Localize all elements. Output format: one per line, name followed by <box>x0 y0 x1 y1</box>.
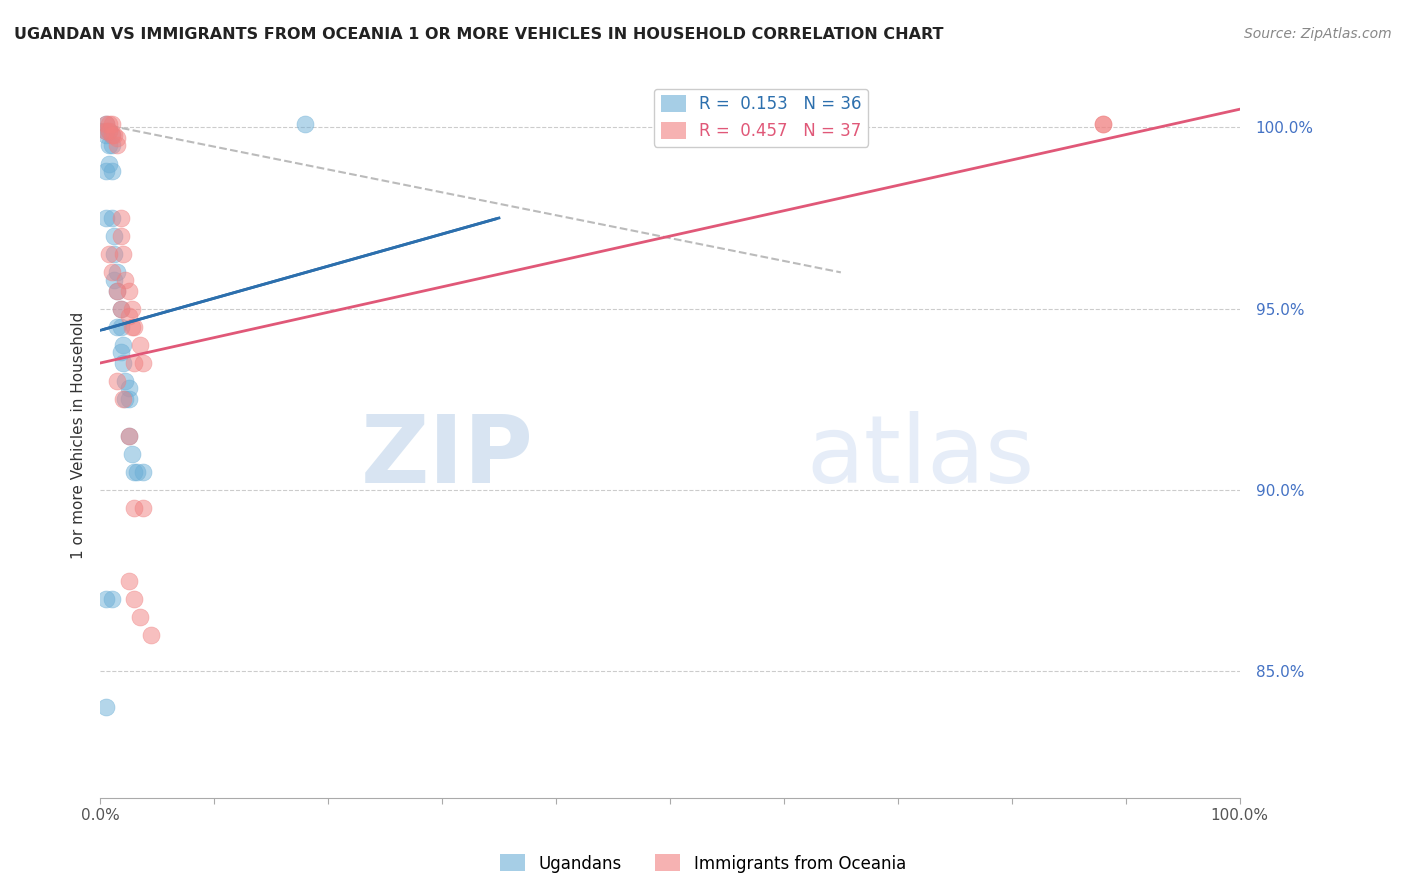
Point <box>117 574 139 588</box>
Point <box>100 128 122 142</box>
Point <box>117 381 139 395</box>
Point <box>94 124 117 138</box>
Point <box>94 700 117 714</box>
Point <box>117 392 139 407</box>
Point <box>125 465 148 479</box>
Point <box>100 265 122 279</box>
Legend: Ugandans, Immigrants from Oceania: Ugandans, Immigrants from Oceania <box>494 847 912 880</box>
Point <box>111 247 134 261</box>
Text: Source: ZipAtlas.com: Source: ZipAtlas.com <box>1244 27 1392 41</box>
Point <box>132 501 155 516</box>
Point <box>132 356 155 370</box>
Point <box>121 301 143 316</box>
Point <box>124 356 146 370</box>
Point <box>111 356 134 370</box>
Y-axis label: 1 or more Vehicles in Household: 1 or more Vehicles in Household <box>72 312 86 559</box>
Point <box>117 284 139 298</box>
Point <box>103 272 125 286</box>
Point <box>110 301 132 316</box>
Point <box>124 501 146 516</box>
Point <box>105 284 128 298</box>
Point <box>129 338 152 352</box>
Point <box>100 591 122 606</box>
Point <box>105 131 128 145</box>
Text: UGANDAN VS IMMIGRANTS FROM OCEANIA 1 OR MORE VEHICLES IN HOUSEHOLD CORRELATION C: UGANDAN VS IMMIGRANTS FROM OCEANIA 1 OR … <box>14 27 943 42</box>
Point <box>100 117 122 131</box>
Point <box>110 345 132 359</box>
Point <box>98 117 121 131</box>
Point <box>94 117 117 131</box>
Point <box>114 374 136 388</box>
Point <box>124 591 146 606</box>
Point <box>94 591 117 606</box>
Point <box>100 211 122 225</box>
Point <box>114 392 136 407</box>
Point <box>94 128 117 142</box>
Point <box>121 447 143 461</box>
Point <box>117 309 139 323</box>
Point <box>124 319 146 334</box>
Point <box>94 211 117 225</box>
Point <box>110 211 132 225</box>
Point <box>98 138 121 153</box>
Point <box>105 374 128 388</box>
Point <box>94 164 117 178</box>
Point <box>294 117 316 131</box>
Point <box>105 265 128 279</box>
Point <box>100 138 122 153</box>
Point <box>98 247 121 261</box>
Point <box>111 392 134 407</box>
Point <box>100 164 122 178</box>
Point <box>111 338 134 352</box>
Point <box>129 609 152 624</box>
Point <box>110 319 132 334</box>
Point <box>105 319 128 334</box>
Point <box>94 124 117 138</box>
Point <box>103 247 125 261</box>
Point <box>1091 117 1114 131</box>
Point <box>98 124 121 138</box>
Point <box>738 117 761 131</box>
Point <box>100 128 122 142</box>
Point <box>105 284 128 298</box>
Point <box>98 124 121 138</box>
Point <box>1091 117 1114 131</box>
Point <box>98 156 121 170</box>
Point <box>121 319 143 334</box>
Point <box>124 465 146 479</box>
Point <box>141 628 163 642</box>
Point <box>103 229 125 244</box>
Point <box>110 229 132 244</box>
Point <box>105 138 128 153</box>
Point <box>117 428 139 442</box>
Legend: R =  0.153   N = 36, R =  0.457   N = 37: R = 0.153 N = 36, R = 0.457 N = 37 <box>654 88 868 146</box>
Point <box>94 117 117 131</box>
Point <box>132 465 155 479</box>
Point <box>103 128 125 142</box>
Point <box>117 428 139 442</box>
Text: ZIP: ZIP <box>360 411 533 503</box>
Point <box>110 301 132 316</box>
Point <box>114 272 136 286</box>
Text: atlas: atlas <box>807 411 1035 503</box>
